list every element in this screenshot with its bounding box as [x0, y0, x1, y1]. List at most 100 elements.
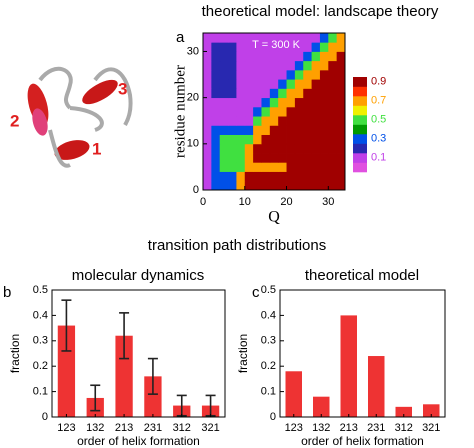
heat-cell [253, 33, 262, 43]
heat-cell [286, 180, 296, 191]
heat-cell [228, 134, 237, 145]
heat-cell [336, 125, 346, 135]
heat-cell [303, 106, 312, 117]
heat-cell [336, 106, 346, 117]
heat-cell [328, 180, 338, 191]
heat-cell [236, 33, 246, 43]
heat-cell [211, 60, 221, 71]
heat-cell [261, 143, 271, 154]
heat-cell [203, 134, 212, 145]
y-tick-label: 30 [187, 45, 199, 57]
heat-cell [211, 79, 221, 89]
x-tick-label: 0 [200, 196, 206, 208]
heat-cell [236, 69, 246, 80]
heat-cell [311, 171, 321, 182]
heat-cell [319, 33, 329, 43]
heat-cell [269, 116, 279, 126]
heat-cell [294, 171, 304, 182]
heat-cell [278, 125, 287, 135]
heat-cell [219, 143, 229, 154]
colorbar-segment [353, 153, 367, 163]
heat-cell [253, 125, 262, 135]
heat-cell [269, 42, 279, 52]
bar [368, 356, 385, 417]
chart-title: theoretical model [305, 267, 419, 284]
heat-cell [236, 180, 246, 191]
heat-cell [219, 162, 229, 172]
heat-cell [328, 79, 338, 89]
heat-cell [311, 69, 321, 80]
heat-cell [303, 134, 312, 145]
heat-cell [328, 97, 338, 108]
heat-cell [336, 162, 346, 172]
heat-cell [294, 33, 304, 43]
heat-cell [211, 106, 221, 117]
y-tick-label: 0.4 [261, 309, 276, 321]
x-tick-label: 10 [239, 196, 251, 208]
heat-cell [303, 60, 312, 71]
helix [82, 79, 118, 105]
heat-cell [336, 116, 346, 126]
heat-cell [236, 116, 246, 126]
heat-cell [319, 116, 329, 126]
heat-cell [211, 143, 221, 154]
heat-cell [261, 42, 271, 52]
coil [93, 67, 133, 127]
heat-cell [228, 143, 237, 154]
heat-cell [269, 106, 279, 117]
heat-cell [303, 125, 312, 135]
heat-cell [228, 33, 237, 43]
heat-cell [286, 153, 296, 163]
heat-cell [211, 69, 221, 80]
heat-cell [328, 143, 338, 154]
panel-label: b [3, 284, 11, 301]
heat-cell [311, 42, 321, 52]
heat-cell [244, 79, 254, 89]
heat-cell [328, 171, 338, 182]
heat-cell [261, 51, 271, 62]
x-tick-label: 321 [201, 422, 219, 434]
plot-frame [279, 289, 446, 418]
heat-cell [319, 42, 329, 52]
x-tick-label: 321 [422, 422, 440, 434]
heat-cell [244, 143, 254, 154]
x-tick-label: 20 [280, 196, 292, 208]
heat-cell [261, 33, 271, 43]
heat-cell [319, 51, 329, 62]
heat-cell [319, 143, 329, 154]
heat-cell [244, 88, 254, 99]
heat-cell [261, 60, 271, 71]
heat-cell [236, 106, 246, 117]
heat-cell [219, 33, 229, 43]
x-axis-label: order of helix formation [77, 434, 200, 448]
heat-cell [203, 143, 212, 154]
heat-cell [211, 51, 221, 62]
heat-cell [311, 143, 321, 154]
heat-cell [294, 42, 304, 52]
heat-cell [286, 79, 296, 89]
heat-cell [269, 33, 279, 43]
heat-cell [219, 97, 229, 108]
heat-cell [311, 134, 321, 145]
heat-cell [319, 60, 329, 71]
heat-cell [253, 88, 262, 99]
heat-cell [253, 171, 262, 182]
heat-cell [211, 162, 221, 172]
heat-cell [219, 134, 229, 145]
heat-cell [294, 116, 304, 126]
y-tick-label: 0.5 [33, 284, 48, 296]
bar [285, 371, 302, 417]
heat-cell [286, 143, 296, 154]
helix [54, 140, 90, 160]
x-axis-label: order of helix formation [301, 434, 424, 448]
heat-cell [236, 60, 246, 71]
x-tick-label: 231 [144, 422, 162, 434]
y-tick-label: 0 [42, 411, 48, 423]
heat-cell [286, 116, 296, 126]
heat-cell [336, 171, 346, 182]
heat-cell [286, 134, 296, 145]
heat-cell [336, 88, 346, 99]
heat-cell [203, 51, 212, 62]
heat-cell [311, 60, 321, 71]
